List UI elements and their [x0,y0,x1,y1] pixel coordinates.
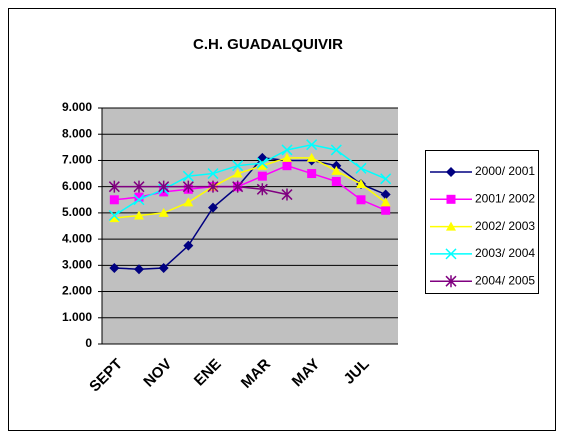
y-tick-label: 3.000 [62,258,92,272]
marker [207,168,219,180]
marker [331,165,342,175]
marker [355,162,367,174]
marker [134,192,144,202]
marker [257,171,267,181]
legend-label: 2001/ 2002 [475,191,535,205]
marker [232,160,244,172]
chart-title: C.H. GUADALQUIVIR [193,36,343,53]
marker [232,168,243,178]
marker [158,207,169,217]
marker [282,161,292,171]
marker [331,176,341,186]
marker [380,173,392,185]
y-tick-label: 4.000 [62,231,92,245]
y-tick-label: 0 [85,336,92,350]
legend-label: 2004/ 2005 [475,273,535,287]
y-tick-label: 6.000 [62,179,92,193]
marker [281,144,293,156]
legend-label: 2002/ 2003 [475,219,535,233]
marker [445,248,457,260]
marker [109,195,119,205]
marker [306,139,318,151]
marker [158,262,169,273]
marker [446,221,456,231]
marker [109,213,120,223]
marker [281,188,293,201]
marker [134,264,144,275]
legend-label: 2000/ 2001 [475,164,535,178]
marker [331,160,342,171]
marker [380,189,391,200]
marker [445,275,457,288]
marker [183,240,194,251]
marker [380,197,391,207]
y-tick-label: 8.000 [62,126,92,140]
marker [183,197,194,207]
marker [446,194,456,204]
marker [134,210,144,220]
marker [208,202,218,213]
marker [381,205,391,215]
plot-area [102,108,398,344]
marker [256,183,268,196]
marker [133,180,145,193]
marker [307,169,317,179]
y-tick-label: 1.000 [62,310,92,324]
marker [133,194,145,206]
marker [257,160,268,170]
marker [306,152,317,162]
legend-label: 2003/ 2004 [475,246,535,260]
series-line [114,185,288,196]
marker [356,195,366,205]
y-tick-label: 2.000 [62,284,92,298]
marker [232,180,244,193]
marker [330,144,342,156]
marker [182,170,194,182]
marker [282,152,292,162]
marker [446,167,456,177]
marker [108,209,120,222]
marker [356,179,366,189]
series-line [114,157,387,219]
marker [207,180,219,193]
marker [108,180,120,193]
marker [182,180,194,193]
y-tick-label: 7.000 [62,153,92,167]
legend-box [425,150,539,294]
marker [256,157,268,169]
y-tick-label: 5.000 [62,205,92,219]
y-tick-label: 9.000 [62,100,92,114]
marker [158,180,170,193]
marker [109,262,120,273]
